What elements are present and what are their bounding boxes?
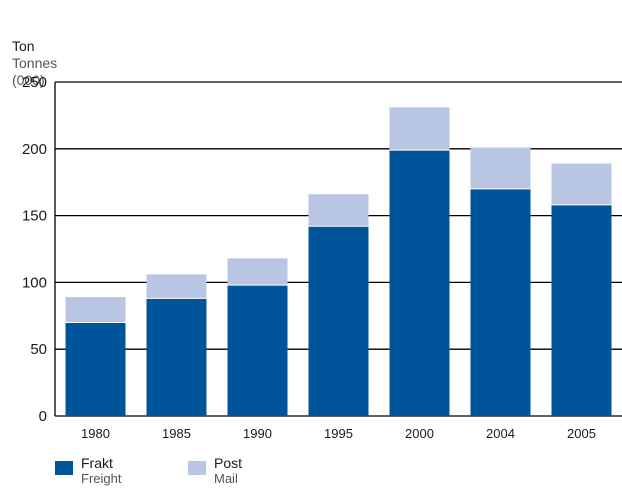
bar-freight-1995 [308, 226, 369, 416]
bar-mail-2005 [551, 163, 612, 205]
bar-mail-2004 [470, 147, 531, 189]
legend-label-mail: Post [214, 455, 243, 471]
x-tick-label-2004: 2004 [486, 426, 515, 441]
legend-label-freight: Frakt [81, 455, 113, 471]
bar-mail-1995 [308, 194, 369, 227]
legend-item-freight: Frakt Freight [55, 456, 121, 486]
y-tick-label-150: 150 [22, 208, 47, 225]
legend-label-freight-english: Freight [81, 471, 122, 486]
bar-freight-2004 [470, 188, 531, 416]
x-tick-label-1985: 1985 [162, 426, 191, 441]
y-unit-label: Ton [12, 38, 35, 54]
y-unit-scale: (000) [12, 72, 45, 88]
bar-freight-1985 [146, 298, 207, 416]
y-tick-label-200: 200 [22, 141, 47, 158]
x-tick-label-1990: 1990 [243, 426, 272, 441]
x-tick-label-1980: 1980 [81, 426, 110, 441]
legend-swatch-freight [55, 461, 73, 475]
y-tick-label-50: 50 [30, 341, 47, 358]
legend-swatch-mail [188, 461, 206, 475]
bar-mail-1990 [227, 258, 288, 286]
bar-mail-1985 [146, 274, 207, 299]
y-tick-label-0: 0 [39, 408, 47, 425]
x-tick-label-2000: 2000 [405, 426, 434, 441]
y-unit-label-english: Tonnes [12, 55, 58, 71]
y-tick-label-100: 100 [22, 274, 47, 291]
legend-label-mail-english: Mail [214, 471, 238, 486]
bar-mail-2000 [389, 107, 450, 151]
bar-freight-1980 [65, 322, 126, 416]
x-tick-label-1995: 1995 [324, 426, 353, 441]
x-tick-label-2005: 2005 [567, 426, 596, 441]
bar-freight-1990 [227, 285, 288, 416]
legend-item-mail: Post Mail [188, 456, 242, 486]
bar-freight-2000 [389, 150, 450, 417]
bar-freight-2005 [551, 204, 612, 416]
bar-mail-1980 [65, 297, 126, 323]
y-tick-label-250: 250 [22, 74, 47, 91]
